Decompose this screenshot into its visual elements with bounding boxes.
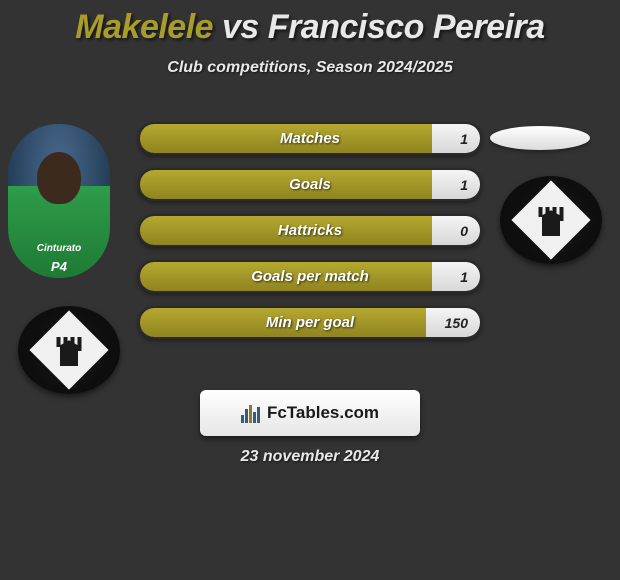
stat-row: Goals per match 1 <box>138 260 482 293</box>
player1-name: Makelele <box>75 8 213 46</box>
club-logo-icon <box>519 188 583 252</box>
club-logo-icon <box>37 318 101 382</box>
stat-row: Goals 1 <box>138 168 482 201</box>
title-vs: vs <box>222 8 259 46</box>
comparison-title: Makelele vs Francisco Pereira <box>0 0 620 47</box>
stat-row: Hattricks 0 <box>138 214 482 247</box>
source-badge: FcTables.com <box>200 390 420 436</box>
source-site-name: FcTables.com <box>267 403 379 423</box>
fctables-logo-icon <box>241 403 261 423</box>
stat-fill-right <box>432 124 480 153</box>
stat-fill-left <box>140 170 432 199</box>
stat-label: Goals <box>289 176 331 193</box>
stat-label: Hattricks <box>278 222 342 239</box>
stat-value-right: 150 <box>445 315 468 331</box>
stat-value-right: 0 <box>460 223 468 239</box>
stat-label: Matches <box>280 130 340 147</box>
stat-fill-right <box>432 262 480 291</box>
player2-club-badge <box>500 176 602 264</box>
player1-club-badge <box>18 306 120 394</box>
jersey-sponsor: Cinturato <box>37 243 81 254</box>
player2-name: Francisco Pereira <box>268 8 545 46</box>
stat-value-right: 1 <box>460 177 468 193</box>
stat-fill-right <box>432 216 480 245</box>
stat-row: Matches 1 <box>138 122 482 155</box>
stat-value-right: 1 <box>460 269 468 285</box>
stat-fill-right <box>432 170 480 199</box>
player2-photo-placeholder <box>490 126 590 150</box>
player1-jersey: Cinturato P4 <box>8 186 110 278</box>
stat-label: Min per goal <box>266 314 354 331</box>
subtitle: Club competitions, Season 2024/2025 <box>0 59 620 77</box>
stat-value-right: 1 <box>460 131 468 147</box>
stats-container: Matches 1 Goals 1 Hattricks 0 Goals per match 1… <box>138 122 482 352</box>
jersey-number: P4 <box>51 259 67 274</box>
player1-photo: Cinturato P4 <box>8 124 110 278</box>
stat-label: Goals per match <box>251 268 369 285</box>
stat-row: Min per goal 150 <box>138 306 482 339</box>
snapshot-date: 23 november 2024 <box>0 448 620 466</box>
